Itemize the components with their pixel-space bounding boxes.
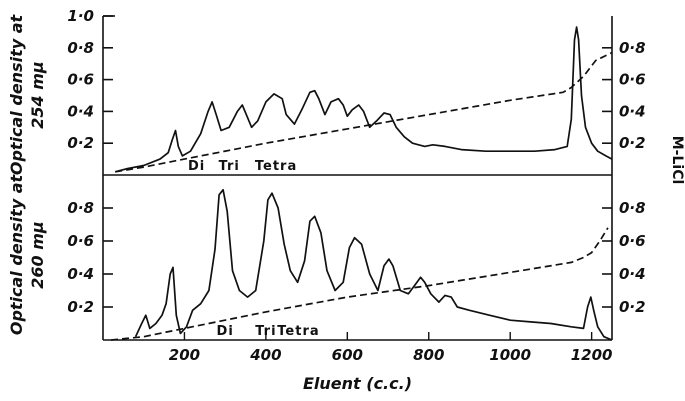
top-panel: 1·0 0·8 0·6 0·4 0·2 0·8 0·6 0·4 0·2 Di Tri Tetra — [67, 7, 645, 174]
x-axis-title: Eluent (c.c.) — [303, 374, 412, 393]
top-dashed-series-line — [115, 51, 613, 173]
bottom-right-tick-label: 0·8 — [619, 199, 646, 217]
top-left-tick-label: 1·0 — [67, 7, 94, 25]
bottom-y-axis-title-line2: 260 mμ — [28, 221, 47, 288]
bottom-fraction-label: Tri — [255, 324, 276, 339]
right-y-axis-title-text: M-LiCl — [669, 136, 685, 185]
x-tick-label: 1000 — [489, 346, 531, 364]
bottom-fraction-label: Di — [217, 324, 234, 339]
top-right-tick-label: 0·2 — [619, 134, 646, 152]
bottom-right-tick-label: 0·4 — [619, 265, 646, 283]
right-y-axis-title: M-LiCl — [669, 136, 685, 185]
top-left-tick-label: 0·4 — [67, 102, 94, 120]
x-tick-label: 400 — [249, 346, 281, 364]
bottom-right-tick-label: 0·2 — [619, 298, 646, 316]
top-fraction-label: Tetra — [255, 159, 297, 174]
top-fraction-label: Di — [188, 159, 205, 174]
top-right-tick-label: 0·6 — [619, 71, 646, 89]
top-solid-series-line — [114, 26, 613, 173]
bottom-right-tick-label: 0·6 — [619, 232, 646, 250]
bottom-left-tick-label: 0·2 — [67, 298, 94, 316]
bottom-solid-series-line — [134, 188, 613, 341]
x-tick-label: 200 — [169, 346, 200, 364]
top-left-tick-label: 0·8 — [67, 39, 94, 57]
bottom-y-axis-title-line1: Optical density at — [7, 173, 26, 335]
bottom-left-tick-label: 0·4 — [67, 265, 94, 283]
top-y-axis-title: Optical density at 254 mμ — [7, 13, 47, 175]
top-y-axis-title-line1: Optical density at — [7, 13, 26, 175]
top-fraction-label: Tri — [219, 159, 240, 174]
x-tick-label: 600 — [332, 346, 363, 364]
top-right-tick-label: 0·4 — [619, 102, 646, 120]
bottom-y-axis-title: Optical density at 260 mμ — [7, 173, 47, 335]
top-right-tick-label: 0·8 — [619, 39, 646, 57]
bottom-dashed-series-line — [111, 227, 609, 341]
x-tick-label: 1200 — [571, 346, 613, 364]
top-y-axis-title-line2: 254 mμ — [28, 61, 47, 128]
x-tick-label: 800 — [413, 346, 444, 364]
bottom-fraction-label: Tetra — [277, 324, 319, 339]
bottom-panel: 0·8 0·6 0·4 0·2 0·8 0·6 0·4 0·2 Di Tri Tetra — [67, 188, 646, 341]
bottom-left-tick-label: 0·6 — [67, 232, 94, 250]
top-left-tick-label: 0·2 — [67, 134, 94, 152]
bottom-left-tick-label: 0·8 — [67, 199, 94, 217]
top-left-tick-label: 0·6 — [67, 71, 94, 89]
